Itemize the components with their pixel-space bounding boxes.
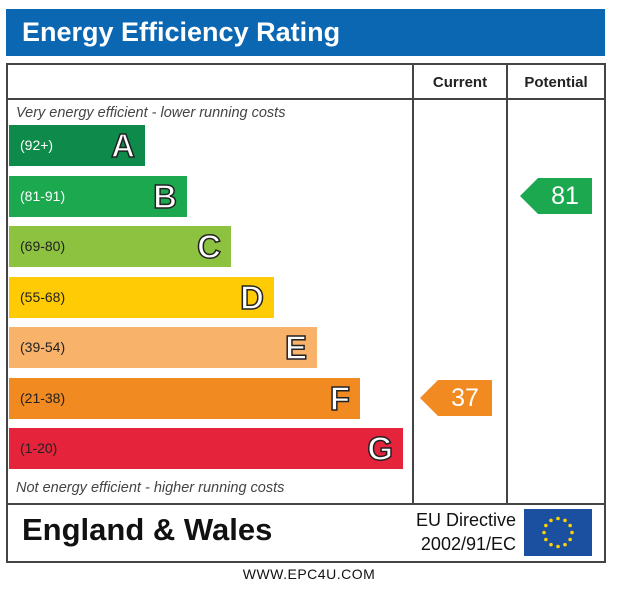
band-letter: B [152,177,177,216]
band-letter: E [284,328,308,367]
top-note: Very energy efficient - lower running co… [16,105,286,121]
eu-star [568,537,572,542]
band-d: (55-68) D [9,276,274,318]
band-range-label: (39-54) [20,339,66,355]
band-range-label: (92+) [20,137,54,153]
potential-rating-arrow: 81 [520,177,592,214]
eu-directive-line2: 2002/91/EC [420,534,516,554]
chart-title: Energy Efficiency Rating [6,9,605,56]
band-letter: D [239,278,264,317]
column-divider-potential [506,63,508,505]
band-range-label: (69-80) [20,238,66,254]
band-a: (92+) A [9,125,145,166]
band-letter: C [196,227,221,266]
column-header-current: Current [432,74,488,91]
eu-star [570,530,574,535]
band-letter: A [110,126,135,165]
eu-star [542,530,546,535]
band-range-label: (55-68) [20,288,66,305]
eu-star [556,516,560,521]
band-c: (69-80) C [9,226,231,267]
current-arrow-shape [420,379,492,416]
current-rating-arrow: 37 [420,379,492,416]
potential-arrow-shape [520,177,592,214]
column-divider-current [412,63,414,505]
header-row-divider [6,98,606,100]
eu-directive: EU Directive 2002/91/EC [392,508,516,556]
band-g: (1-20) G [9,428,403,469]
eu-star [563,542,567,547]
band-range-label: (81-91) [20,187,66,204]
footer-row-divider [6,503,606,505]
eu-directive-line1: EU Directive [415,510,516,530]
eu-star [549,542,553,547]
eu-star [568,523,572,528]
band-f: (21-38) F [9,377,360,419]
current-rating-value: 37 [451,383,479,412]
band-range-label: (1-20) [20,440,58,456]
website-link[interactable]: WWW.EPC4U.COM [242,566,376,582]
band-e: (39-54) E [9,327,317,368]
band-range-label: (21-38) [20,389,66,406]
potential-rating-value: 81 [551,181,579,210]
column-header-potential: Potential [524,74,588,91]
eu-star [549,518,553,523]
eu-star [544,537,548,542]
band-letter: G [367,429,394,468]
eu-flag-icon [524,509,592,556]
band-letter: F [329,379,351,418]
rating-frame [6,63,606,563]
band-b: (81-91) B [9,175,187,217]
eu-star [556,544,560,549]
eu-star [544,523,548,528]
bottom-note: Not energy efficient - higher running co… [16,480,285,496]
eu-star [563,518,567,523]
region-label: England & Wales [22,512,273,547]
